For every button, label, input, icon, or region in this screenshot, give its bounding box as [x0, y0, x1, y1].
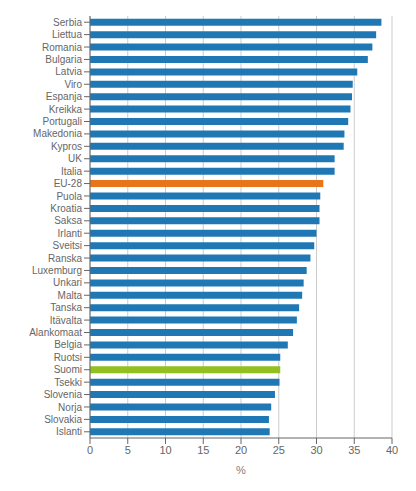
svg-text:40: 40	[386, 444, 398, 456]
svg-text:Liettua: Liettua	[52, 29, 82, 40]
svg-text:EU-28: EU-28	[54, 178, 83, 189]
svg-text:Ruotsi: Ruotsi	[54, 352, 82, 363]
svg-text:35: 35	[348, 444, 360, 456]
svg-text:Sveitsi: Sveitsi	[53, 240, 82, 251]
svg-text:Italia: Italia	[61, 166, 83, 177]
svg-text:Tanska: Tanska	[50, 302, 82, 313]
svg-text:Slovenia: Slovenia	[44, 389, 83, 400]
svg-text:Alankomaat: Alankomaat	[29, 327, 82, 338]
svg-text:Romania: Romania	[42, 42, 82, 53]
svg-text:Saksa: Saksa	[54, 215, 82, 226]
svg-text:Kreikka: Kreikka	[49, 104, 83, 115]
svg-text:10: 10	[159, 444, 171, 456]
svg-text:Kroatia: Kroatia	[50, 203, 82, 214]
svg-text:Suomi: Suomi	[54, 364, 82, 375]
svg-text:15: 15	[197, 444, 209, 456]
svg-text:Belgia: Belgia	[54, 339, 82, 350]
svg-text:Irlanti: Irlanti	[58, 228, 82, 239]
svg-text:Kypros: Kypros	[51, 141, 82, 152]
svg-text:Norja: Norja	[58, 402, 82, 413]
svg-text:Malta: Malta	[58, 290, 83, 301]
svg-text:Itävalta: Itävalta	[50, 315, 83, 326]
svg-text:Serbia: Serbia	[53, 17, 82, 28]
svg-text:Puola: Puola	[56, 191, 82, 202]
svg-text:Viro: Viro	[64, 79, 82, 90]
svg-text:Makedonia: Makedonia	[33, 128, 82, 139]
svg-text:30: 30	[310, 444, 322, 456]
svg-text:Tsekki: Tsekki	[54, 377, 82, 388]
svg-text:20: 20	[235, 444, 247, 456]
svg-text:UK: UK	[68, 153, 82, 164]
svg-text:Latvia: Latvia	[55, 66, 82, 77]
svg-text:Portugali: Portugali	[43, 116, 82, 127]
svg-text:25: 25	[273, 444, 285, 456]
svg-text:5: 5	[125, 444, 131, 456]
svg-text:Slovakia: Slovakia	[44, 414, 82, 425]
svg-text:Espanja: Espanja	[46, 91, 83, 102]
svg-text:Islanti: Islanti	[56, 426, 82, 437]
svg-text:Bulgaria: Bulgaria	[45, 54, 82, 65]
svg-text:Unkari: Unkari	[53, 277, 82, 288]
svg-text:Ranska: Ranska	[48, 253, 82, 264]
svg-text:0: 0	[87, 444, 93, 456]
svg-text:%: %	[236, 464, 246, 476]
svg-text:Luxemburg: Luxemburg	[32, 265, 82, 276]
